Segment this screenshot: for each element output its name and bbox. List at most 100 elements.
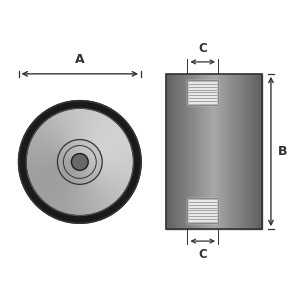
Wedge shape — [80, 162, 89, 215]
Wedge shape — [80, 162, 87, 215]
Wedge shape — [80, 162, 83, 184]
Wedge shape — [80, 162, 92, 181]
Wedge shape — [80, 162, 95, 178]
Wedge shape — [80, 151, 99, 162]
Wedge shape — [26, 162, 80, 169]
Wedge shape — [80, 162, 130, 183]
Wedge shape — [58, 160, 80, 162]
Wedge shape — [80, 155, 101, 162]
Wedge shape — [80, 152, 100, 162]
Wedge shape — [77, 162, 80, 184]
Bar — [257, 74, 258, 229]
Wedge shape — [38, 128, 80, 162]
Wedge shape — [44, 122, 80, 162]
Wedge shape — [69, 162, 80, 182]
Wedge shape — [37, 162, 80, 195]
Wedge shape — [74, 162, 80, 184]
Bar — [245, 74, 246, 229]
Wedge shape — [70, 109, 80, 162]
Bar — [261, 74, 262, 229]
Wedge shape — [80, 120, 114, 162]
Wedge shape — [80, 158, 102, 162]
Wedge shape — [80, 140, 84, 162]
Wedge shape — [53, 115, 80, 162]
Wedge shape — [75, 140, 80, 162]
Wedge shape — [60, 162, 80, 173]
Wedge shape — [80, 162, 124, 194]
Wedge shape — [80, 142, 91, 162]
Wedge shape — [40, 124, 80, 162]
Wedge shape — [80, 111, 98, 162]
Wedge shape — [80, 152, 133, 162]
Wedge shape — [80, 162, 130, 180]
Wedge shape — [80, 129, 123, 162]
Wedge shape — [68, 143, 80, 162]
Wedge shape — [80, 141, 130, 162]
Wedge shape — [80, 162, 100, 171]
Wedge shape — [68, 110, 80, 162]
Wedge shape — [73, 140, 80, 162]
Wedge shape — [69, 142, 80, 162]
Wedge shape — [27, 162, 80, 173]
Wedge shape — [75, 162, 80, 184]
Wedge shape — [40, 162, 80, 199]
Wedge shape — [80, 140, 82, 162]
Bar — [247, 74, 248, 229]
Wedge shape — [80, 162, 99, 212]
Wedge shape — [80, 162, 134, 165]
Wedge shape — [27, 151, 80, 162]
Bar — [236, 74, 237, 229]
Bar — [192, 74, 193, 229]
Bar — [218, 74, 219, 229]
Wedge shape — [80, 140, 83, 162]
Bar — [167, 74, 262, 229]
Wedge shape — [31, 162, 80, 185]
Wedge shape — [80, 162, 134, 164]
Wedge shape — [80, 162, 111, 206]
Wedge shape — [37, 129, 80, 162]
Wedge shape — [26, 160, 80, 162]
Wedge shape — [58, 157, 80, 162]
Wedge shape — [80, 158, 134, 162]
Bar — [177, 74, 178, 229]
Wedge shape — [80, 140, 81, 162]
Wedge shape — [47, 162, 80, 205]
Wedge shape — [80, 145, 131, 162]
Wedge shape — [61, 162, 80, 213]
Wedge shape — [61, 162, 80, 175]
Wedge shape — [54, 162, 80, 209]
Wedge shape — [80, 142, 90, 162]
Bar — [229, 74, 230, 229]
Bar — [173, 74, 174, 229]
Wedge shape — [80, 162, 99, 174]
Wedge shape — [80, 162, 97, 177]
Bar — [201, 74, 202, 229]
Wedge shape — [80, 140, 85, 162]
Wedge shape — [80, 162, 82, 184]
Wedge shape — [29, 162, 80, 181]
Wedge shape — [30, 162, 80, 182]
Wedge shape — [80, 127, 121, 162]
Wedge shape — [80, 162, 98, 175]
Wedge shape — [80, 110, 92, 162]
Bar — [169, 74, 170, 229]
Wedge shape — [72, 162, 80, 183]
Wedge shape — [58, 162, 80, 169]
Wedge shape — [80, 157, 102, 162]
Wedge shape — [80, 162, 133, 173]
Wedge shape — [28, 162, 80, 175]
Wedge shape — [80, 162, 102, 163]
Wedge shape — [39, 127, 80, 162]
Wedge shape — [80, 162, 100, 212]
Wedge shape — [27, 162, 80, 170]
Wedge shape — [73, 162, 80, 215]
Wedge shape — [80, 162, 90, 215]
Wedge shape — [43, 162, 80, 201]
Wedge shape — [68, 143, 80, 162]
Wedge shape — [80, 162, 132, 177]
Wedge shape — [80, 162, 101, 170]
Wedge shape — [60, 162, 80, 172]
Wedge shape — [80, 162, 81, 184]
Wedge shape — [71, 162, 80, 183]
Wedge shape — [71, 141, 80, 162]
